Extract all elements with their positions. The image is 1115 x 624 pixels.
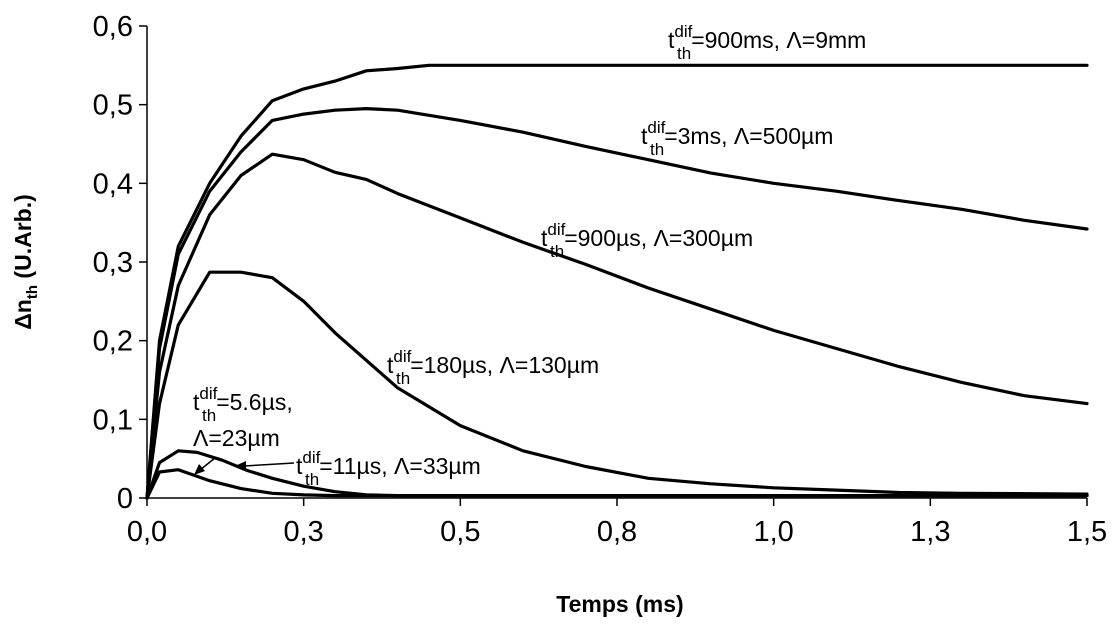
annotations: tdif th=900ms, Λ=9mm tdif th=3ms, Λ=500µm …: [193, 22, 866, 489]
annotation-11us-rest: =11µs, Λ=33µm: [319, 453, 481, 479]
series-line-5: [145, 468, 1089, 500]
y-ticks: 0 0,1 0,2 0,3 0,4 0,5 0,6: [93, 11, 147, 515]
annotation-11us-t: t: [296, 453, 303, 479]
x-axis-title: Temps (ms): [556, 591, 683, 617]
x-tick-label-2: 0,5: [440, 516, 480, 548]
y-tick-label-5: 0,5: [93, 90, 133, 122]
annotation-900us: tdif th=900µs, Λ=300µm: [541, 220, 753, 261]
axes: [146, 26, 1087, 499]
annotation-3ms-sup: dif: [647, 118, 665, 137]
y-axis-title: Δnth (U.Arb.): [10, 194, 41, 329]
annotation-180us-sub: th: [396, 369, 410, 388]
annotation-11us: tdif th=11µs, Λ=33µm: [296, 448, 481, 489]
annotation-900us-t: t: [541, 225, 548, 251]
y-axis-title-suffix: (U.Arb.): [10, 194, 36, 285]
annotation-900us-rest: =900µs, Λ=300µm: [564, 225, 753, 251]
x-tick-label-1: 0,3: [284, 516, 324, 548]
x-tick-label-3: 0,8: [597, 516, 637, 548]
annotation-180us-sup: dif: [393, 347, 411, 366]
annotation-900us-sub: th: [550, 242, 564, 261]
series-line-1: [145, 106, 1089, 500]
series-line-2: [145, 152, 1089, 500]
y-axis-title-sub: th: [24, 285, 41, 299]
x-tick-label-0: 0,0: [127, 516, 167, 548]
x-tick-label-4: 1,0: [754, 516, 794, 548]
series-group: [145, 63, 1089, 500]
x-ticks: 0,0 0,3 0,5 0,8 1,0 1,3 1,5: [127, 498, 1107, 548]
y-tick-label-6: 0,6: [93, 11, 133, 43]
annotation-900ms-sub: th: [677, 44, 691, 63]
annotation-900ms-rest: =900ms, Λ=9mm: [691, 27, 866, 53]
x-tick-label-5: 1,3: [910, 516, 950, 548]
annotation-5-6us-rest: =5.6µs,: [216, 389, 293, 415]
annotation-900us-sup: dif: [547, 220, 565, 239]
series-line-0: [145, 63, 1089, 500]
annotation-5-6us-t: t: [193, 389, 200, 415]
annotation-900ms-sup: dif: [674, 22, 692, 41]
annotation-3ms: tdif th=3ms, Λ=500µm: [641, 118, 833, 159]
annotation-180us: tdif th=180µs, Λ=130µm: [387, 347, 599, 388]
y-tick-label-3: 0,3: [93, 247, 133, 279]
arrow-5-6us: [194, 457, 216, 475]
annotation-900ms-t: t: [668, 27, 675, 53]
y-tick-label-0: 0: [117, 483, 133, 515]
y-axis-title-main: Δn: [10, 299, 36, 330]
annotation-3ms-t: t: [641, 123, 648, 149]
annotation-5-6us-line2: Λ=23µm: [193, 425, 280, 451]
annotation-900ms: tdif th=900ms, Λ=9mm: [668, 22, 866, 63]
y-tick-label-2: 0,2: [93, 326, 133, 358]
x-tick-label-6: 1,5: [1067, 516, 1107, 548]
series-line-3: [145, 270, 1089, 500]
annotation-3ms-rest: =3ms, Λ=500µm: [664, 123, 833, 149]
annotation-5-6us-sup: dif: [199, 384, 217, 403]
y-tick-label-1: 0,1: [93, 404, 133, 436]
annotation-3ms-sub: th: [650, 140, 664, 159]
series-line-4: [145, 449, 1089, 500]
arrow-11us: [235, 461, 295, 471]
annotation-5-6us: tdif th=5.6µs,: [193, 384, 293, 425]
annotation-180us-t: t: [387, 352, 394, 378]
annotation-11us-sup: dif: [302, 448, 320, 467]
annotation-180us-rest: =180µs, Λ=130µm: [410, 352, 599, 378]
annotation-5-6us-sub: th: [202, 406, 216, 425]
annotation-11us-sub: th: [305, 470, 319, 489]
y-tick-label-4: 0,4: [93, 168, 133, 200]
